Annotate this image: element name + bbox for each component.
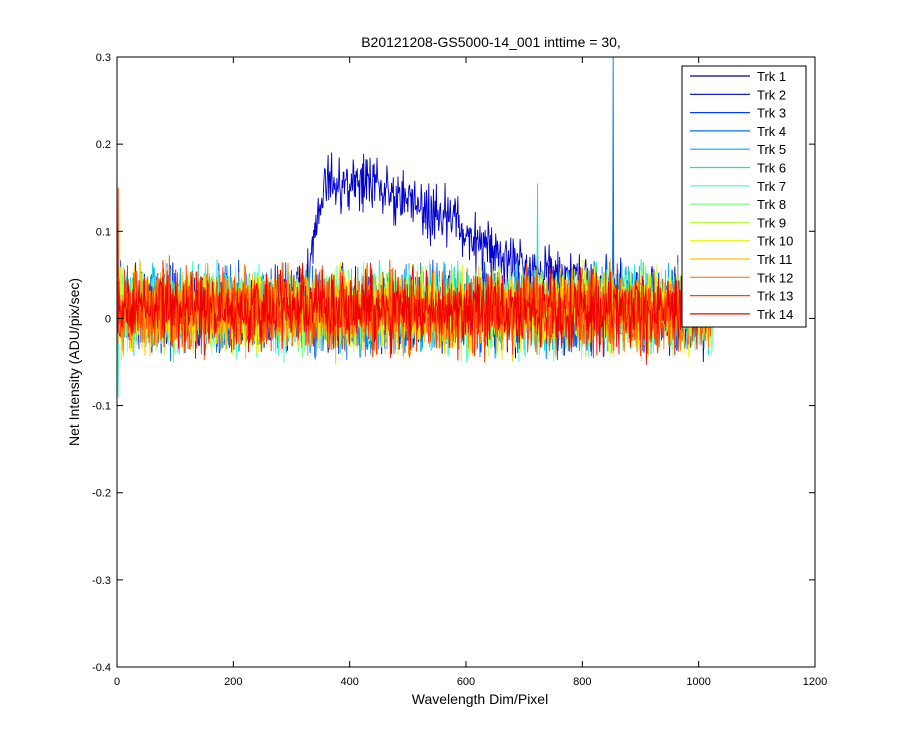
x-tick-label: 200 [224,676,242,688]
y-tick-label: 0 [105,313,111,325]
legend-label: Trk 10 [757,234,793,249]
x-tick-label: 800 [573,676,591,688]
y-tick-label: -0.3 [92,575,111,587]
legend-label: Trk 7 [757,179,786,194]
legend-label: Trk 9 [757,215,786,230]
x-tick-label: 600 [457,676,475,688]
legend: Trk 1 Trk 2 Trk 3 Trk 4 Trk 5 Trk 6 Trk 7 Trk 8… [681,65,807,328]
series-line-trk-14 [117,260,714,365]
chart-title: B20121208-GS5000-14_001 inttime = 30, [361,34,621,50]
legend-label: Trk 2 [757,87,786,102]
legend-label: Trk 12 [757,270,793,285]
y-axis-label: Net Intensity (ADU/pix/sec) [66,278,82,446]
legend-label: Trk 11 [757,252,792,267]
legend-label: Trk 14 [757,307,793,322]
legend-label: Trk 4 [757,124,786,139]
legend-label: Trk 3 [757,106,786,121]
y-tick-label: 0.3 [96,52,111,64]
legend-label: Trk 1 [757,69,786,84]
x-tick-label: 1000 [686,676,710,688]
legend-label: Trk 6 [757,161,786,176]
y-tick-label: 0.2 [96,139,111,151]
x-axis-label: Wavelength Dim/Pixel [412,691,548,707]
y-tick-label: -0.1 [92,401,111,413]
legend-label: Trk 5 [757,142,786,157]
legend-box [681,65,807,328]
x-tick-label: 400 [340,676,358,688]
legend-label: Trk 13 [757,289,793,304]
x-tick-label: 1200 [803,676,827,688]
x-tick-label: 0 [114,676,120,688]
ticks-layer: 0 200 400 600 800 1000 1200 -0.4 -0.3 -0.2 -0.1 0 0.… [92,52,827,688]
y-tick-label: -0.4 [92,662,111,674]
legend-label: Trk 8 [757,197,786,212]
series-layer [117,56,714,397]
y-tick-label: 0.1 [96,226,111,238]
y-tick-label: -0.2 [92,488,111,500]
